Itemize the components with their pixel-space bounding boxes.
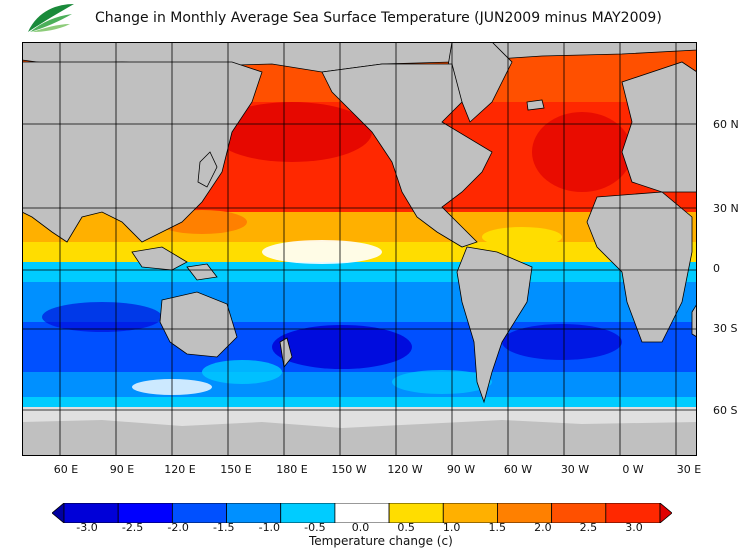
lon-label-60w: 60 W xyxy=(503,463,533,476)
lat-label-equator: 0 xyxy=(713,262,720,275)
lon-label-30e: 30 E xyxy=(676,463,702,476)
lat-label-30s: 30 S xyxy=(713,322,738,335)
colorbar-cell xyxy=(605,503,661,523)
colorbar-cell xyxy=(334,503,390,523)
colorbar-arrow-high xyxy=(659,503,672,523)
colorbar-tick-label: 2.0 xyxy=(534,521,552,534)
colorbar-tick-label: -1.0 xyxy=(258,521,281,534)
colorbar-cell xyxy=(442,503,498,523)
colorbar-cell xyxy=(551,503,607,523)
colorbar-cell xyxy=(117,503,173,523)
lon-label-180e: 180 E xyxy=(276,463,308,476)
lon-label-90w: 90 W xyxy=(446,463,476,476)
colorbar-cell xyxy=(497,503,553,523)
colorbar-cell xyxy=(63,503,119,523)
lon-label-90e: 90 E xyxy=(109,463,135,476)
colorbar-cell xyxy=(171,503,227,523)
colorbar-cell xyxy=(280,503,336,523)
lon-label-0w: 0 W xyxy=(622,463,644,476)
colorbar-tick-label: 2.5 xyxy=(579,521,598,534)
lon-label-150e: 150 E xyxy=(220,463,252,476)
colorbar-arrow-low xyxy=(52,503,65,523)
colorbar-cell xyxy=(388,503,444,523)
lon-label-150w: 150 W xyxy=(331,463,367,476)
lon-label-60e: 60 E xyxy=(53,463,79,476)
map-title: Change in Monthly Average Sea Surface Te… xyxy=(95,10,662,26)
colorbar-tick-label: -0.5 xyxy=(304,521,326,534)
colorbar-tick-label: -3.0 xyxy=(76,521,98,534)
lon-label-120w: 120 W xyxy=(387,463,423,476)
colorbar xyxy=(52,503,672,523)
colorbar-tick-label: -2.0 xyxy=(167,521,189,534)
lon-label-120e: 120 E xyxy=(164,463,196,476)
sst-anomaly-map xyxy=(22,42,697,456)
colorbar-tick-label: 0.5 xyxy=(397,521,415,534)
leaf-logo-icon xyxy=(28,4,74,32)
colorbar-tick-label: 1.5 xyxy=(488,521,507,534)
colorbar-tick-label: 1.0 xyxy=(442,521,461,534)
lon-label-30w: 30 W xyxy=(560,463,590,476)
lat-label-60s: 60 S xyxy=(713,404,738,417)
colorbar-cell xyxy=(226,503,282,523)
lat-label-30n: 30 N xyxy=(713,202,739,215)
colorbar-tick-label: 0.0 xyxy=(351,521,370,534)
colorbar-tick-label: -1.5 xyxy=(213,521,235,534)
colorbar-tick-label: -2.5 xyxy=(121,521,144,534)
colorbar-tick-label: 3.0 xyxy=(625,521,643,534)
colorbar-label: Temperature change (c) xyxy=(309,534,453,548)
lat-label-60n: 60 N xyxy=(713,118,739,131)
